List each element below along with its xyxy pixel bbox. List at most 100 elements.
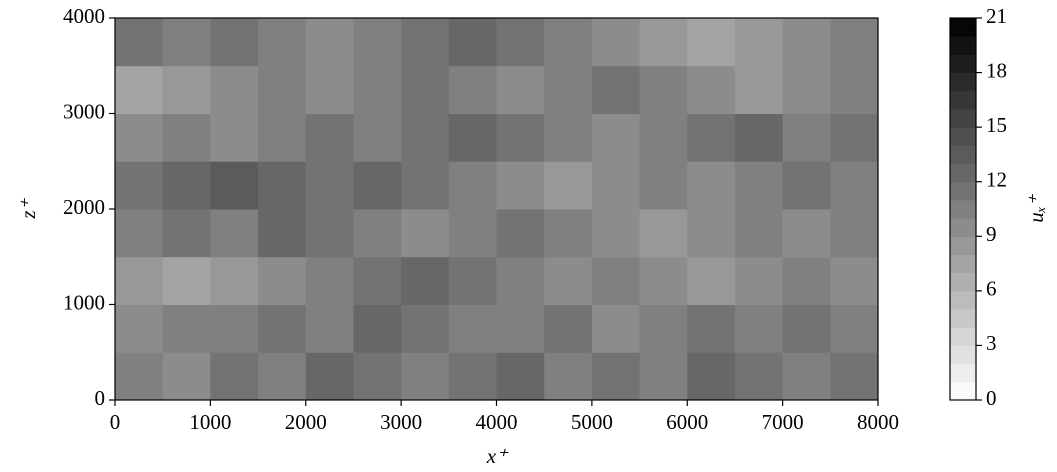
colorbar-band <box>950 327 976 346</box>
heatmap-cell <box>639 256 688 305</box>
x-tick-label: 5000 <box>571 410 613 434</box>
heatmap-cell <box>115 18 164 67</box>
x-tick-label: 8000 <box>857 410 899 434</box>
heatmap-cell <box>496 113 545 162</box>
colorbar-band <box>950 90 976 110</box>
heatmap-cell <box>782 18 831 67</box>
heatmap-cell <box>782 161 831 210</box>
colorbar-tick-label: 18 <box>986 58 1007 82</box>
heatmap-cell <box>258 256 307 305</box>
heatmap-cell <box>639 161 688 210</box>
heatmap-cell <box>162 113 211 162</box>
heatmap-cell <box>734 352 784 401</box>
colorbar-band <box>950 108 976 128</box>
heatmap-cell <box>591 161 641 210</box>
heatmap-cell <box>258 65 307 114</box>
heatmap-cell <box>544 352 593 401</box>
x-axis-label: x⁺ <box>486 444 509 468</box>
colorbar-frame <box>949 17 977 401</box>
heatmap-cell <box>830 113 879 162</box>
heatmap-cell <box>115 209 164 258</box>
heatmap-cell <box>782 65 831 114</box>
colorbar-band <box>950 181 976 201</box>
heatmap-cell <box>401 65 450 114</box>
heatmap-cell <box>448 65 497 114</box>
heatmap-cell <box>830 65 879 114</box>
heatmap-cell <box>401 304 450 353</box>
heatmap-cell <box>591 113 641 162</box>
heatmap-cell <box>544 256 593 305</box>
colorbar-band <box>950 381 976 401</box>
heatmap-cell <box>687 304 736 353</box>
heatmap-cell <box>258 18 307 67</box>
colorbar-band <box>950 272 976 292</box>
heatmap-cell <box>734 18 784 67</box>
heatmap-cell <box>544 18 593 67</box>
heatmap-cell <box>544 209 593 258</box>
heatmap-cell <box>305 113 354 162</box>
heatmap-cell <box>639 209 688 258</box>
x-tick-label: 1000 <box>189 410 231 434</box>
colorbar-band <box>950 236 976 255</box>
heatmap-cell <box>591 352 641 401</box>
heatmap-cell <box>591 256 641 305</box>
heatmap-cell <box>496 161 545 210</box>
heatmap-cell <box>782 352 831 401</box>
colorbar-band <box>950 363 976 383</box>
y-tick-label: 0 <box>95 386 106 410</box>
heatmap-cell <box>210 304 259 353</box>
heatmap-cell <box>496 18 545 67</box>
heatmap-cell <box>734 161 784 210</box>
x-tick-label: 6000 <box>666 410 708 434</box>
heatmap-cell <box>115 256 164 305</box>
heatmap-cell <box>734 256 784 305</box>
heatmap-cell <box>591 209 641 258</box>
heatmap-cell <box>496 65 545 114</box>
heatmap-cell <box>401 18 450 67</box>
heatmap-cell <box>210 18 259 67</box>
heatmap-cell <box>305 18 354 67</box>
heatmap-cell <box>115 161 164 210</box>
heatmap-cell <box>305 256 354 305</box>
heatmap-cell <box>401 256 450 305</box>
heatmap-cell <box>544 113 593 162</box>
heatmap-cell <box>353 352 402 401</box>
heatmap-cell <box>591 65 641 114</box>
heatmap-cell <box>639 18 688 67</box>
heatmap-cell <box>162 65 211 114</box>
heatmap-cell <box>115 304 164 353</box>
heatmap-cell <box>353 304 402 353</box>
colorbar-band <box>950 18 976 37</box>
colorbar-band <box>950 218 976 237</box>
heatmap-cell <box>830 209 879 258</box>
heatmap-cell <box>162 352 211 401</box>
heatmap-cell <box>305 209 354 258</box>
y-tick-label: 2000 <box>63 195 105 219</box>
colorbar-tick-label: 0 <box>986 386 997 410</box>
x-tick-label: 7000 <box>762 410 804 434</box>
colorbar-tick-label: 9 <box>986 222 997 246</box>
heatmap-cell <box>115 113 164 162</box>
heatmap-cell <box>258 304 307 353</box>
heatmap-cell <box>496 304 545 353</box>
heatmap-cell <box>782 304 831 353</box>
heatmap-cell <box>544 65 593 114</box>
heatmap-cell <box>830 161 879 210</box>
heatmap-cell <box>448 352 497 401</box>
colorbar-band <box>950 345 976 365</box>
heatmap-cell <box>830 352 879 401</box>
heatmap-cell <box>830 18 879 67</box>
heatmap-cell <box>687 161 736 210</box>
heatmap-cell <box>782 113 831 162</box>
heatmap-cell <box>401 352 450 401</box>
colorbar-tick-label: 6 <box>986 277 997 301</box>
heatmap-cell <box>782 256 831 305</box>
heatmap-cell <box>401 161 450 210</box>
heatmap-cell <box>305 161 354 210</box>
heatmap-cell <box>353 209 402 258</box>
heatmap-cell <box>210 352 259 401</box>
colorbar-band <box>950 145 976 165</box>
colorbar-band <box>950 127 976 146</box>
heatmap-cell <box>496 256 545 305</box>
